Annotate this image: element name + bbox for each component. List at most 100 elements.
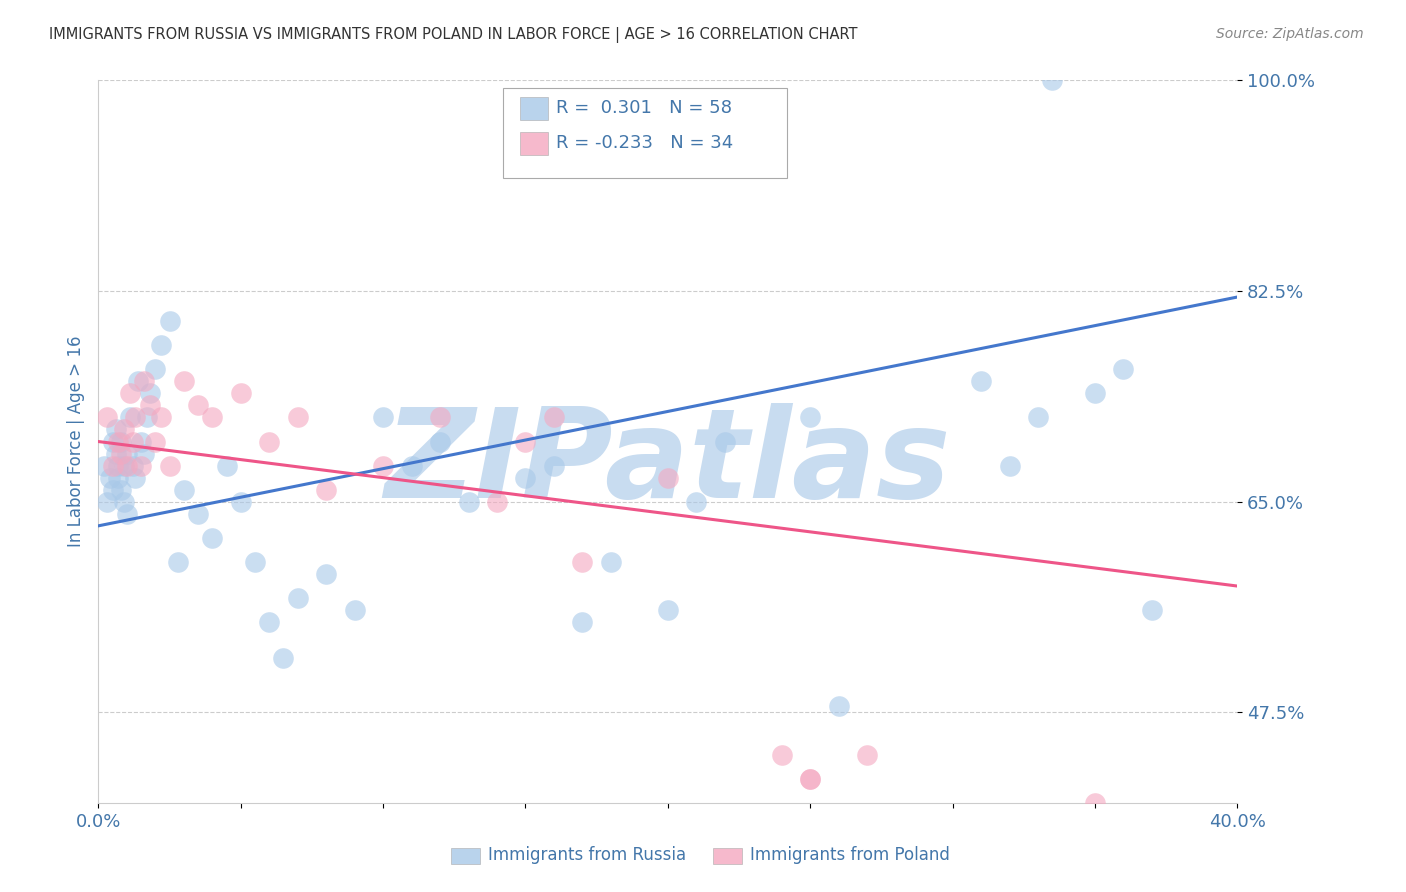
Point [970,374,993,388]
Point [121,434,143,449]
Text: R =  0.301   N = 58: R = 0.301 N = 58 [557,100,733,118]
Point [107,470,129,484]
Point [657,470,679,484]
Point [770,747,793,762]
Point [112,458,135,473]
Point [215,458,238,473]
Point [132,374,155,388]
Point [201,410,224,425]
Point [373,458,395,473]
Point [373,410,395,425]
Point [571,555,593,569]
Point [118,410,141,425]
Point [685,494,707,508]
Point [101,483,124,497]
Point [110,434,132,449]
Point [1040,73,1063,87]
Point [115,446,138,460]
Text: Source: ZipAtlas.com: Source: ZipAtlas.com [1216,27,1364,41]
Point [543,410,565,425]
Point [187,398,209,412]
Point [112,494,135,508]
Point [135,410,157,425]
Point [159,458,181,473]
Point [132,446,155,460]
Point [543,458,565,473]
Point [287,410,309,425]
Point [173,483,195,497]
Point [167,555,190,569]
Point [600,555,623,569]
FancyBboxPatch shape [520,132,548,154]
Text: IMMIGRANTS FROM RUSSIA VS IMMIGRANTS FROM POLAND IN LABOR FORCE | AGE > 16 CORRE: IMMIGRANTS FROM RUSSIA VS IMMIGRANTS FRO… [49,27,858,43]
Point [1112,362,1135,376]
Point [486,494,509,508]
Point [118,386,141,401]
Point [98,470,121,484]
Point [138,386,160,401]
Point [1084,796,1107,810]
Point [273,651,295,665]
Point [173,374,195,388]
Point [259,615,281,630]
Text: Immigrants from Russia: Immigrants from Russia [488,846,686,863]
Point [112,422,135,436]
Text: ZIPatlas: ZIPatlas [385,402,950,524]
Text: Immigrants from Poland: Immigrants from Poland [749,846,949,863]
Point [1140,603,1163,617]
Point [657,603,679,617]
Point [259,434,281,449]
FancyBboxPatch shape [520,97,548,120]
Point [107,434,129,449]
Point [150,338,173,352]
Point [115,507,138,521]
Point [799,772,821,786]
Point [104,446,127,460]
Point [287,591,309,606]
Point [714,434,737,449]
Point [856,747,879,762]
Point [1084,386,1107,401]
FancyBboxPatch shape [451,848,479,864]
Point [96,494,118,508]
Point [127,374,149,388]
Point [159,314,181,328]
Point [107,458,129,473]
Point [828,699,851,714]
Point [998,458,1021,473]
Point [96,410,118,425]
Point [110,446,132,460]
Point [457,494,479,508]
Point [571,615,593,630]
Point [243,555,266,569]
Y-axis label: In Labor Force | Age > 16: In Labor Force | Age > 16 [66,335,84,548]
Point [150,410,173,425]
Point [229,386,252,401]
Point [515,434,537,449]
Point [315,483,337,497]
Point [145,434,167,449]
Point [101,458,124,473]
Point [115,458,138,473]
Point [145,362,167,376]
Point [129,458,152,473]
FancyBboxPatch shape [503,87,787,178]
Point [129,434,152,449]
Point [515,470,537,484]
Point [124,410,146,425]
Point [187,507,209,521]
Point [315,567,337,582]
Point [429,434,451,449]
Point [799,772,821,786]
FancyBboxPatch shape [713,848,742,864]
Point [799,410,821,425]
Point [1026,410,1049,425]
Point [124,470,146,484]
Point [429,410,451,425]
Text: R = -0.233   N = 34: R = -0.233 N = 34 [557,134,734,153]
Point [121,458,143,473]
Point [104,422,127,436]
Point [93,458,115,473]
Point [229,494,252,508]
Point [138,398,160,412]
